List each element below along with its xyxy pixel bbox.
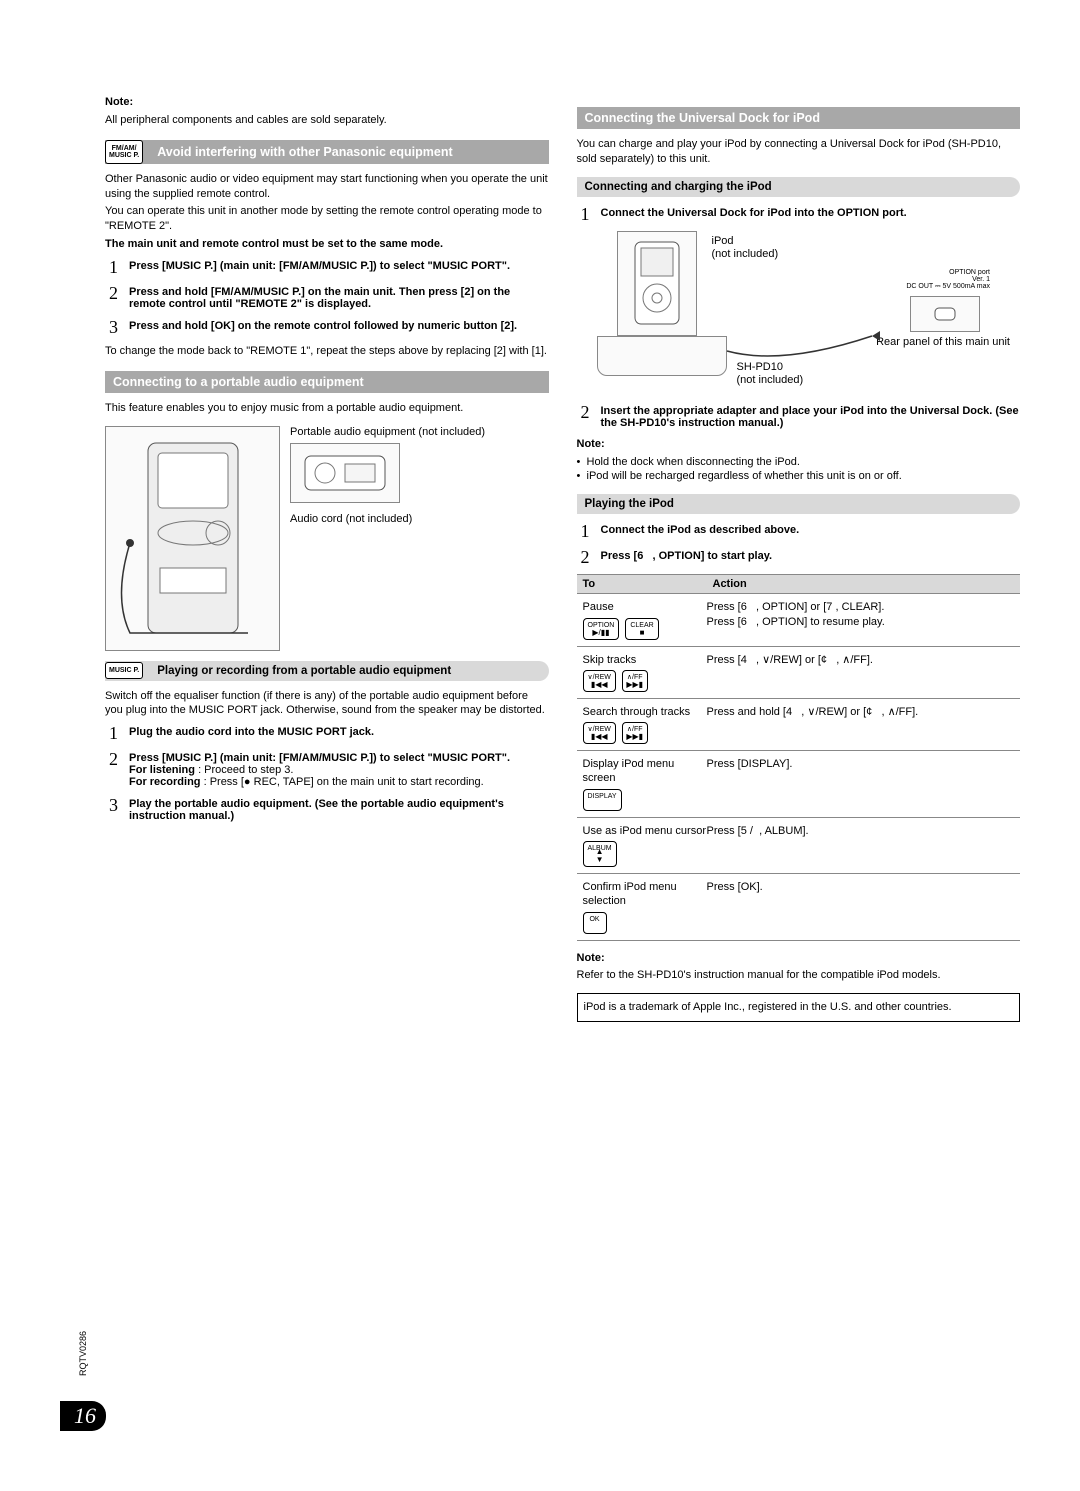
portable-equip-illustration (290, 443, 400, 503)
table-row: Display iPod menu screenDISPLAYPress [DI… (577, 751, 1021, 818)
playrec-header-text: Playing or recording from a portable aud… (149, 661, 459, 681)
remote-button-icon: DISPLAY (583, 789, 622, 811)
ipod-dock-diagram: iPod (not included) SH-PD10 (not include… (577, 231, 1021, 391)
rear-panel-label: Rear panel of this main unit (876, 336, 1010, 349)
avoid-interfering-header: FM/AM/ MUSIC P. Avoid interfering with o… (105, 140, 549, 164)
remote-button-icon: OPTION▶/▮▮ (583, 618, 620, 640)
remote-button-icon: CLEAR■ (625, 618, 658, 640)
musicp-icon: MUSIC P. (105, 662, 143, 679)
portable-equip-label: Portable audio equipment (not included) (290, 426, 549, 439)
dock-header: Connecting the Universal Dock for iPod (577, 107, 1021, 129)
charge-notes-list: Hold the dock when disconnecting the iPo… (577, 455, 1021, 485)
charge-note-label: Note: (577, 438, 605, 450)
avoid-p2: You can operate this unit in another mod… (105, 204, 549, 234)
portable-intro: This feature enables you to enjoy music … (105, 401, 549, 416)
trademark-box: iPod is a trademark of Apple Inc., regis… (577, 993, 1021, 1022)
remote-button-icon: OK (583, 912, 607, 934)
dock-illustration (597, 336, 727, 376)
avoid-p1: Other Panasonic audio or video equipment… (105, 172, 549, 202)
main-unit-illustration (105, 426, 280, 651)
audio-cord-label: Audio cord (not included) (290, 513, 549, 526)
right-column: Connecting the Universal Dock for iPod Y… (577, 95, 1021, 1022)
playrec-steps-list: 1Plug the audio cord into the MUSIC PORT… (109, 724, 549, 822)
avoid-after: To change the mode back to "REMOTE 1", r… (105, 344, 549, 359)
charge-header: Connecting and charging the iPod (577, 177, 1021, 197)
play-note-text: Refer to the SH-PD10's instruction manua… (577, 968, 1021, 983)
table-row: Confirm iPod menu selectionOKPress [OK]. (577, 874, 1021, 940)
dock-intro: You can charge and play your iPod by con… (577, 137, 1021, 167)
table-row: Search through tracks∨/REW▮◀◀∧/FF▶▶▮Pres… (577, 699, 1021, 751)
remote-button-icon: ∧/FF▶▶▮ (622, 670, 648, 692)
play-note-label: Note: (577, 952, 605, 964)
portable-diagram-row: Portable audio equipment (not included) … (105, 426, 549, 651)
remote-button-icon: ∨/REW▮◀◀ (583, 722, 616, 744)
option-port-label: OPTION port Ver. 1 DC OUT ⎓ 5V 500mA max (906, 269, 990, 291)
doc-id: RQTV0286 (78, 1331, 88, 1376)
play-header: Playing the iPod (577, 494, 1021, 514)
rear-panel-illustration (910, 296, 980, 332)
left-column: Note: All peripheral components and cabl… (105, 95, 549, 1022)
remote-button-icon: ALBUM▲ ▼ (583, 841, 617, 867)
avoid-header-text: Avoid interfering with other Panasonic e… (149, 141, 460, 163)
page-number: 16 (60, 1401, 106, 1431)
playrec-header: MUSIC P. Playing or recording from a por… (105, 661, 549, 681)
remote-button-icon: ∨/REW▮◀◀ (583, 670, 616, 692)
remote-button-icon: ∧/FF▶▶▮ (622, 722, 648, 744)
ipod-illustration (617, 231, 697, 336)
ipod-label: iPod (not included) (712, 235, 779, 261)
fmam-musicp-icon: FM/AM/ MUSIC P. (105, 140, 143, 164)
table-row: Skip tracks∨/REW▮◀◀∧/FF▶▶▮Press [4 , ∨/R… (577, 647, 1021, 699)
charge-steps-list: 1Connect the Universal Dock for iPod int… (581, 205, 1021, 223)
table-row: Use as iPod menu cursorALBUM▲ ▼Press [5 … (577, 818, 1021, 874)
table-head-to: To (577, 575, 707, 593)
charge-steps-list-2: 2Insert the appropriate adapter and plac… (581, 403, 1021, 429)
table-row: PauseOPTION▶/▮▮CLEAR■Press [6 , OPTION] … (577, 594, 1021, 646)
avoid-steps-list: 1Press [MUSIC P.] (main unit: [FM/AM/MUS… (109, 258, 549, 336)
note-text: All peripheral components and cables are… (105, 113, 549, 128)
play-steps-list: 1Connect the iPod as described above. 2P… (581, 522, 1021, 566)
playrec-intro: Switch off the equaliser function (if th… (105, 689, 549, 719)
table-head-action: Action (707, 575, 1021, 593)
ipod-controls-table: To Action PauseOPTION▶/▮▮CLEAR■Press [6 … (577, 574, 1021, 940)
note-label: Note: (105, 96, 133, 108)
portable-header: Connecting to a portable audio equipment (105, 371, 549, 393)
avoid-bold: The main unit and remote control must be… (105, 237, 549, 252)
